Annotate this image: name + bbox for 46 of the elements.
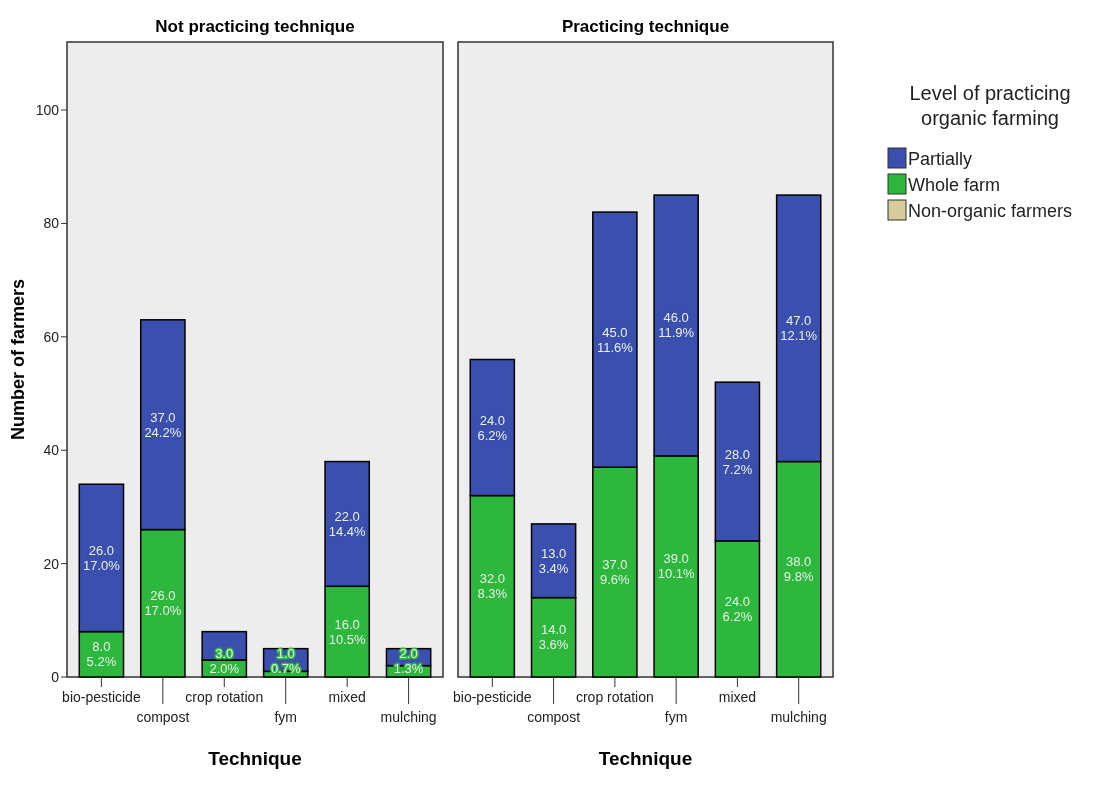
data-label: 37.0 24.2% [144, 409, 182, 440]
x-axis-title: Technique [598, 748, 693, 769]
x-tick-label: crop rotation [185, 689, 264, 705]
x-tick-label: bio-pesticide [453, 689, 532, 705]
y-tick-label: 100 [35, 102, 60, 119]
data-label: 24.0 6.2% [477, 412, 508, 443]
data-label: 16.0 10.5% [328, 616, 367, 647]
data-label: 28.0 7.2% [722, 446, 753, 477]
data-label: 14.0 3.6% [538, 622, 569, 653]
y-tick-label: 20 [43, 555, 60, 572]
legend-label: Whole farm [908, 175, 1001, 195]
y-tick-label: 0 [51, 669, 60, 685]
legend-label: Non-organic farmers [908, 201, 1073, 221]
y-tick-label: 80 [43, 215, 60, 232]
x-tick-label: mixed [718, 689, 757, 705]
data-label: 46.0 11.9% [658, 310, 695, 341]
data-label: 39.0 10.1% [657, 551, 695, 582]
legend-label: Partially [908, 149, 973, 169]
x-tick-label: mulching [770, 709, 827, 725]
x-tick-label: mixed [328, 689, 366, 705]
chart-title: Practicing technique [561, 17, 730, 36]
x-tick-label: crop rotation [575, 689, 654, 705]
y-tick-label: 40 [43, 442, 60, 459]
data-label: 26.0 17.0% [82, 542, 121, 573]
chart-title: Not practicing technique [155, 17, 355, 36]
data-label: 13.0 3.4% [538, 545, 569, 576]
data-label: 22.0 14.4% [328, 508, 367, 539]
data-label: 8.0 5.2% [86, 639, 117, 670]
y-tick-label: 60 [43, 328, 60, 345]
x-tick-label: mulching [380, 709, 437, 725]
x-tick-label: compost [527, 709, 581, 725]
x-tick-label: compost [136, 709, 190, 725]
y-axis-title: Number of farmers [8, 278, 28, 441]
data-label: 32.0 8.3% [477, 571, 508, 602]
data-label: 45.0 11.6% [596, 324, 634, 355]
data-label: 37.0 9.6% [600, 557, 631, 588]
data-label: 38.0 9.8% [783, 554, 814, 585]
legend-title: Level of practicing organic farming [909, 82, 1071, 129]
data-label: 3.0 2.0% [209, 646, 240, 676]
x-tick-label: fym [664, 709, 688, 725]
data-label: 47.0 12.1% [780, 313, 818, 344]
x-tick-label: fym [274, 709, 297, 725]
x-axis-title: Technique [208, 748, 302, 769]
x-tick-label: bio-pesticide [62, 689, 141, 705]
data-label: 24.0 6.2% [722, 593, 753, 624]
data-label: 26.0 17.0% [144, 588, 182, 619]
